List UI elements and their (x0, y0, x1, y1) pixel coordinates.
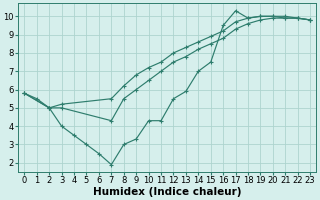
X-axis label: Humidex (Indice chaleur): Humidex (Indice chaleur) (93, 187, 242, 197)
